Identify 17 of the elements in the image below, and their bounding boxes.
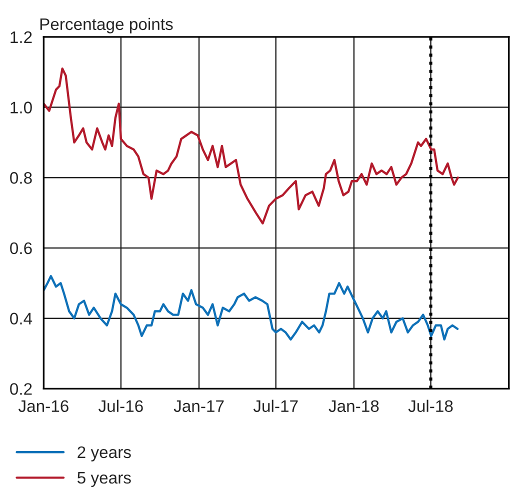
y-tick-label: 0.4 xyxy=(10,312,32,325)
x-tick-label: Jan-18 xyxy=(328,400,379,412)
y-tick-label: 1.0 xyxy=(10,102,32,114)
x-tick-label: Jan-16 xyxy=(18,400,68,412)
y-axis-title: Percentage points xyxy=(40,18,173,34)
y-tick-label: 1.2 xyxy=(10,31,32,43)
y-tick-label: 0.2 xyxy=(10,383,32,395)
x-tick-label: Jul-18 xyxy=(408,400,453,412)
legend-label: 2 years xyxy=(78,446,131,462)
line-series xyxy=(44,67,460,224)
y-tick-label: 0.8 xyxy=(10,172,32,184)
x-tick-label: Jul-17 xyxy=(253,400,298,412)
y-tick-label: 0.6 xyxy=(10,242,32,254)
line-series xyxy=(44,275,459,341)
x-tick-label: Jan-17 xyxy=(174,400,224,412)
legend-label: 5 years xyxy=(77,472,131,487)
x-tick-label: Jul-16 xyxy=(98,400,143,412)
